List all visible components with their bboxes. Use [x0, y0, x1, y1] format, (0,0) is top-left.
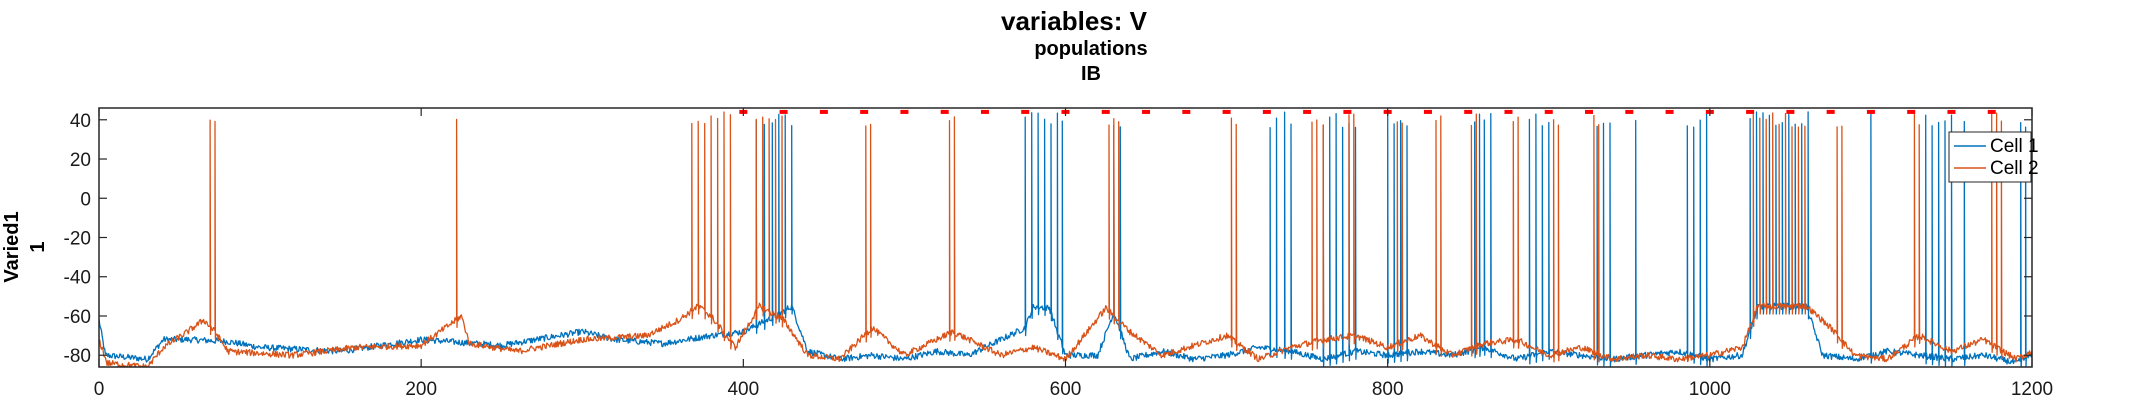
event-marker [1625, 109, 1634, 114]
x-axis: 0 200 400 600 800 1000 1200 [94, 108, 2053, 400]
legend-box [1948, 131, 2032, 183]
event-markers [739, 109, 1996, 114]
y-axis-label-line1: Varied1 [1, 211, 23, 282]
x-tick-label: 0 [94, 379, 105, 400]
event-marker [1665, 109, 1674, 114]
axes-box [98, 107, 2033, 368]
event-marker [1907, 109, 1916, 114]
chart-subtitle-population: IB [1081, 63, 1101, 85]
plot-area: 0 200 400 600 800 1000 1200 -80 -60 -40 -20 0 20 40 [64, 107, 2053, 400]
event-marker [1303, 109, 1312, 114]
event-marker [940, 109, 949, 114]
event-marker [1544, 109, 1553, 114]
y-axis: -80 -60 -40 -20 0 20 40 [64, 111, 2032, 367]
series-line-1 [99, 111, 2032, 367]
chart-subtitle: populations [1034, 38, 1147, 60]
event-marker [900, 109, 909, 114]
legend-entry-cell-2: Cell 2 [1990, 158, 2039, 179]
y-tick-label: -60 [64, 307, 91, 328]
event-marker [1987, 109, 1996, 114]
event-marker [980, 109, 989, 114]
y-tick-label: 40 [70, 111, 91, 132]
event-marker [1464, 109, 1473, 114]
event-marker [1423, 109, 1432, 114]
event-marker [860, 109, 869, 114]
chart-title: variables: V [1001, 6, 1148, 36]
y-tick-label: 0 [80, 189, 91, 210]
event-marker [1262, 109, 1271, 114]
event-marker [1947, 109, 1956, 114]
legend-entry-cell-1: Cell 1 [1990, 136, 2039, 157]
x-tick-label: 800 [1372, 379, 1404, 400]
event-marker [1786, 109, 1795, 114]
x-tick-label: 600 [1050, 379, 1082, 400]
event-marker [1182, 109, 1191, 114]
y-axis-label: Varied1 1 [1, 211, 49, 282]
y-tick-label: -40 [64, 268, 91, 289]
y-axis-label-line2: 1 [27, 241, 49, 252]
event-marker [1222, 109, 1231, 114]
event-marker [819, 109, 828, 114]
y-tick-label: -20 [64, 229, 91, 250]
x-tick-label: 400 [727, 379, 759, 400]
legend: Cell 1 Cell 2 [1948, 131, 2039, 183]
event-marker [1504, 109, 1513, 114]
event-marker [1142, 109, 1151, 114]
y-tick-label: 20 [70, 150, 91, 171]
event-marker [1866, 109, 1875, 114]
y-tick-label: -80 [64, 346, 91, 367]
event-marker [1343, 109, 1352, 114]
x-tick-label: 1200 [2011, 379, 2053, 400]
event-marker [1826, 109, 1835, 114]
series-line-2 [99, 111, 2032, 367]
x-tick-label: 200 [405, 379, 437, 400]
event-marker [779, 109, 788, 114]
x-tick-label: 1000 [1689, 379, 1731, 400]
event-marker [1101, 109, 1110, 114]
event-marker [1746, 109, 1755, 114]
event-marker [1021, 109, 1030, 114]
event-marker [1585, 109, 1594, 114]
